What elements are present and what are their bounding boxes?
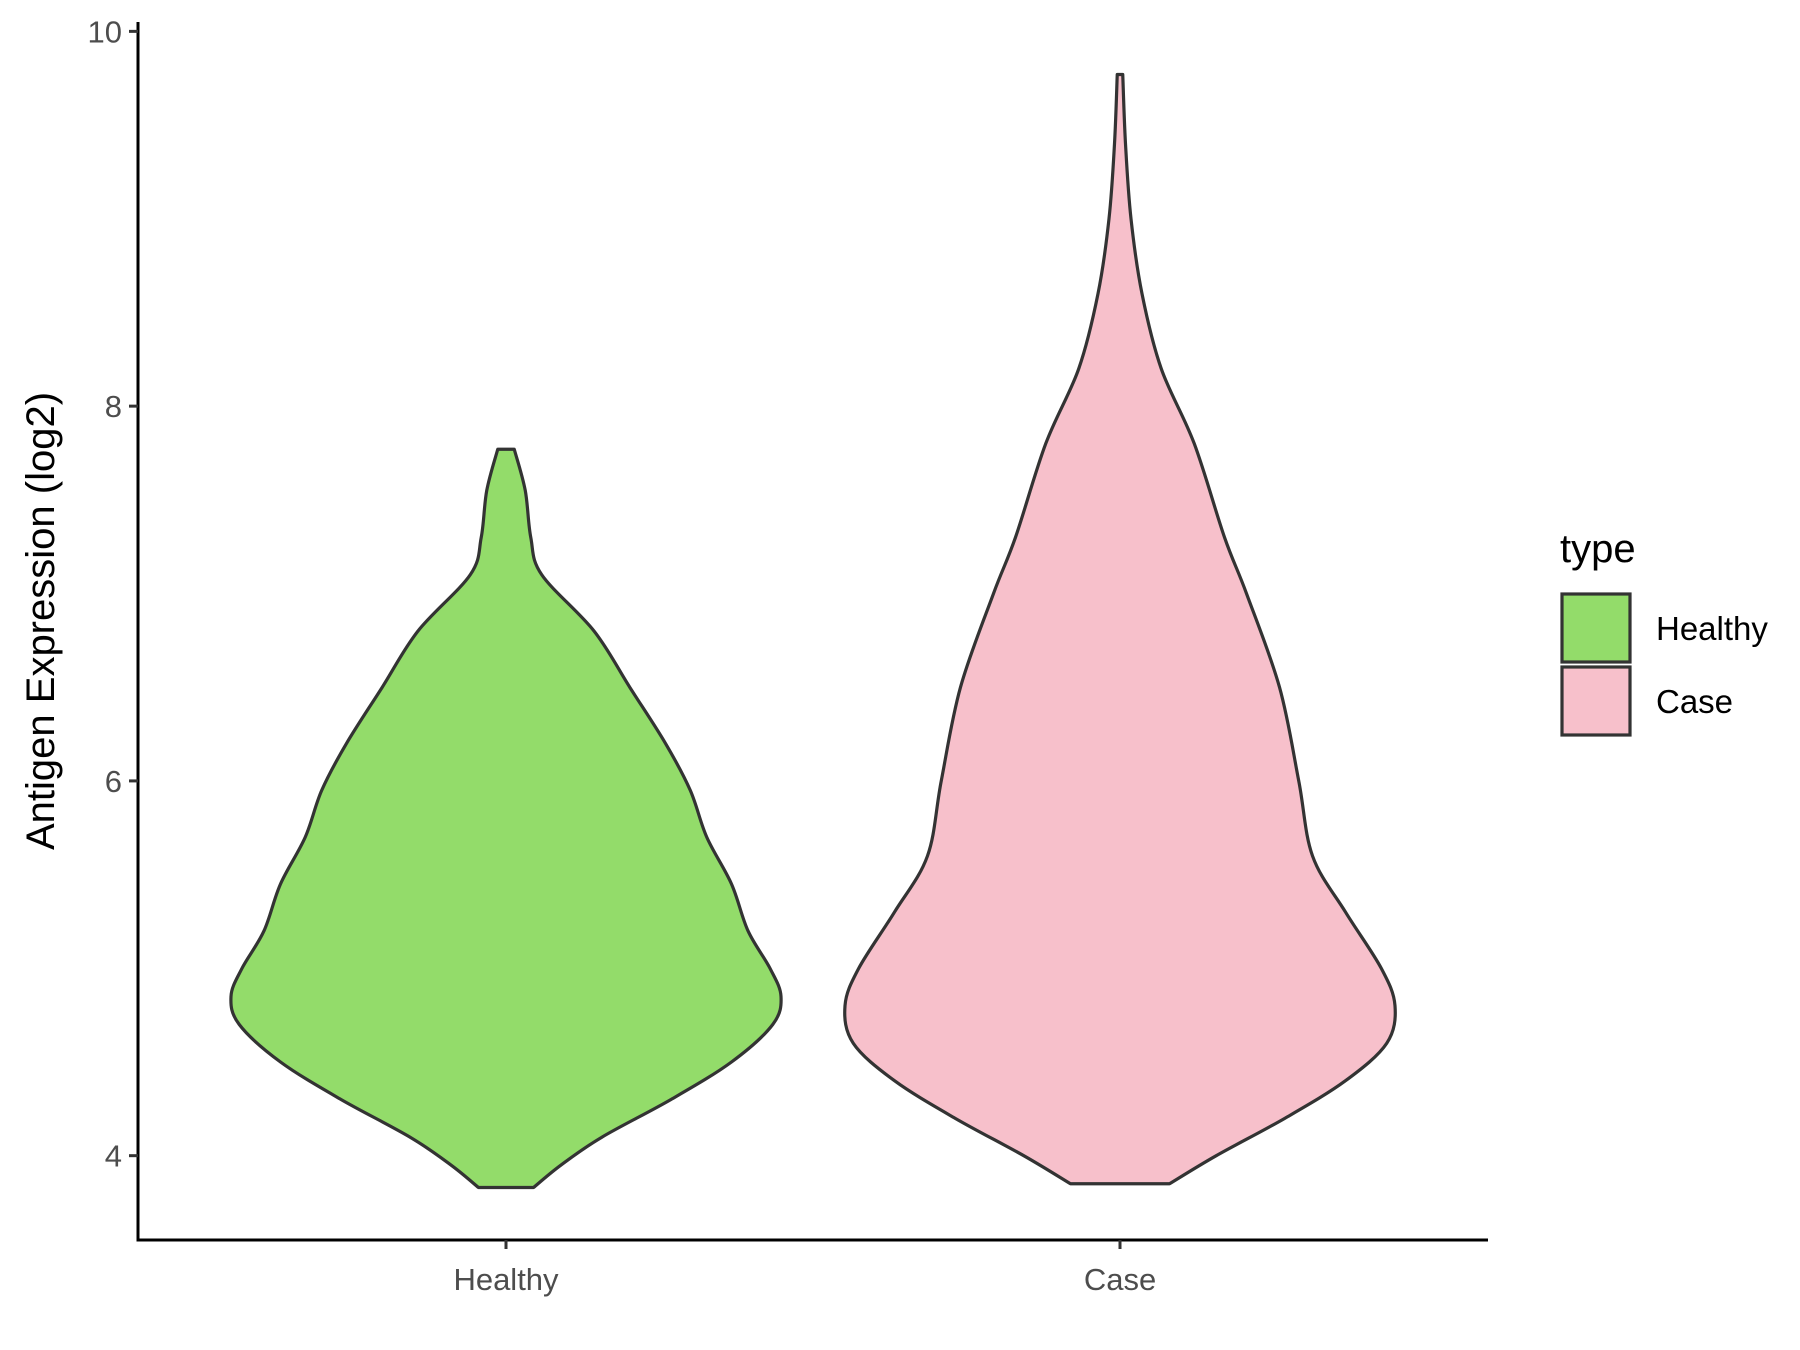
y-tick-label: 4 — [105, 1139, 122, 1174]
legend-title: type — [1560, 527, 1636, 571]
x-tick-label: Healthy — [453, 1262, 559, 1297]
x-tick-label: Case — [1084, 1262, 1156, 1297]
y-tick-label: 10 — [88, 14, 122, 49]
violin-layer — [229, 72, 1397, 1190]
x-axis-ticks: Healthy Case — [453, 1240, 1156, 1297]
legend: type Healthy Case — [1560, 527, 1768, 737]
legend-key-healthy — [1560, 592, 1632, 664]
legend-key-case — [1560, 665, 1632, 737]
y-axis-ticks: 4 6 8 10 — [88, 14, 138, 1174]
y-axis-title: Antigen Expression (log2) — [19, 392, 63, 850]
y-tick-label: 8 — [105, 389, 122, 424]
legend-label-case: Case — [1656, 683, 1733, 720]
legend-label-healthy: Healthy — [1656, 610, 1768, 647]
y-tick-label: 6 — [105, 764, 122, 799]
violin-healthy — [229, 447, 783, 1190]
violin-case — [843, 72, 1397, 1186]
